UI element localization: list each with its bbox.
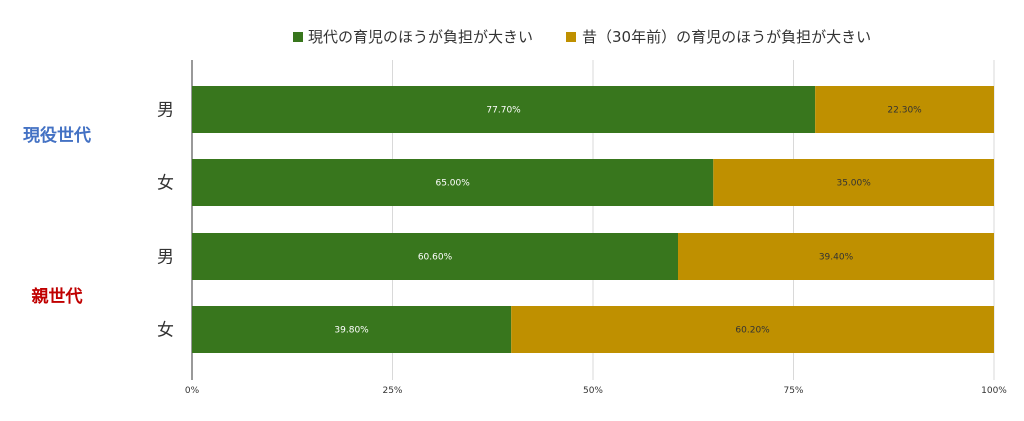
legend-label-0: 現代の育児のほうが負担が大きい: [308, 28, 533, 46]
group-label-0: 現役世代: [23, 125, 91, 146]
bar-segment-1-0: [815, 86, 994, 133]
data-label-0-2: 60.60%: [418, 253, 453, 263]
category-label-0: 男: [157, 101, 174, 121]
x-tick-label-4: 100%: [981, 386, 1007, 396]
x-tick-label-0: 0%: [185, 386, 200, 396]
legend: 現代の育児のほうが負担が大きい 昔（30年前）の育児のほうが負担が大きい: [293, 28, 871, 46]
bar-segment-0-3: [192, 306, 512, 353]
data-label-1-3: 60.20%: [735, 326, 770, 336]
legend-label-1: 昔（30年前）の育児のほうが負担が大きい: [582, 28, 871, 46]
data-label-1-2: 39.40%: [819, 253, 854, 263]
group-label-1: 親世代: [32, 286, 83, 307]
bars: 77.70% 22.30% 65.00% 35.00% 60.60% 39.40% 39.8…: [192, 86, 994, 353]
bar-segment-1-3: [511, 306, 994, 353]
legend-swatch-1: [566, 32, 576, 42]
category-label-3: 女: [157, 321, 174, 341]
category-label-1: 女: [157, 174, 174, 194]
x-tick-label-2: 50%: [583, 386, 603, 396]
x-tick-label-3: 75%: [783, 386, 803, 396]
data-label-0-0: 77.70%: [486, 106, 521, 116]
x-tick-label-1: 25%: [382, 386, 402, 396]
legend-swatch-0: [293, 32, 303, 42]
bar-segment-1-2: [678, 233, 994, 280]
x-axis-tick-labels: 0% 25% 50% 75% 100%: [185, 386, 1007, 396]
data-label-0-3: 39.80%: [334, 326, 369, 336]
data-label-1-0: 22.30%: [887, 106, 922, 116]
bar-segment-0-0: [192, 86, 816, 133]
data-label-0-1: 65.00%: [435, 179, 470, 189]
category-label-2: 男: [157, 248, 174, 268]
bar-segment-0-2: [192, 233, 679, 280]
bar-segment-1-1: [713, 159, 994, 206]
bar-segment-0-1: [192, 159, 714, 206]
data-label-1-1: 35.00%: [836, 179, 871, 189]
